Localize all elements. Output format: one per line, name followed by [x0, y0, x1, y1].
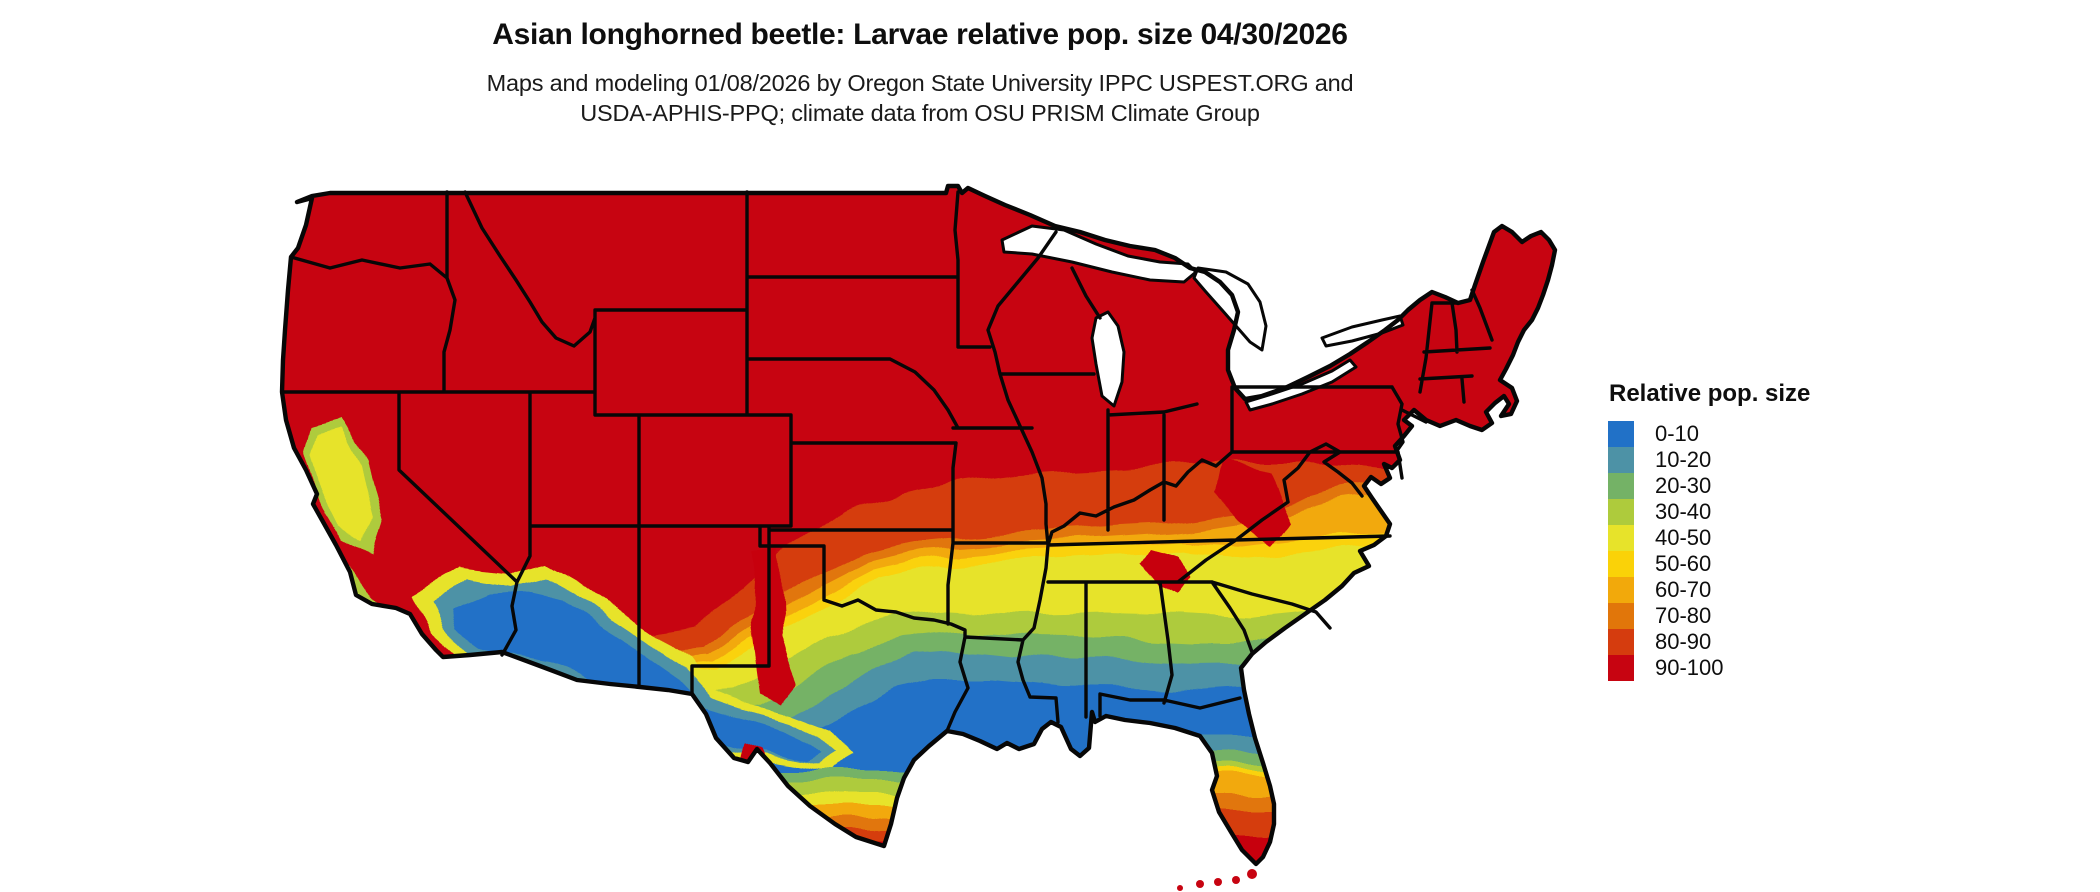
map-legend: Relative pop. size 0-10 10-20 20-30 30-4… [1608, 380, 1908, 681]
legend-item: 20-30 [1608, 473, 1908, 499]
legend-swatch-10-20 [1608, 447, 1634, 473]
map-south-texas-gradient [762, 772, 915, 860]
lake-huron [1192, 266, 1268, 352]
page-title: Asian longhorned beetle: Larvae relative… [492, 18, 1348, 51]
legend-swatch-90-100 [1608, 655, 1634, 681]
legend-item: 40-50 [1608, 525, 1908, 551]
legend-item: 50-60 [1608, 551, 1908, 577]
legend-item: 70-80 [1608, 603, 1908, 629]
legend-label: 50-60 [1655, 551, 1712, 576]
legend-item: 30-40 [1608, 499, 1908, 525]
legend-item: 60-70 [1608, 577, 1908, 603]
legend-item: 90-100 [1608, 655, 1908, 681]
map-channel-islands [368, 612, 404, 646]
legend-label: 30-40 [1655, 499, 1712, 524]
legend-label: 0-10 [1655, 421, 1700, 446]
lake-michigan [1090, 310, 1126, 408]
legend-label: 70-80 [1655, 603, 1712, 628]
map-red-spur-wv-va [1214, 462, 1290, 545]
map-florida-gradient [1188, 735, 1290, 864]
legend-label: 10-20 [1655, 447, 1712, 472]
state-borders [280, 190, 1494, 733]
legend-swatch-20-30 [1608, 473, 1634, 499]
map-florida-keys [1177, 869, 1257, 891]
map-red-spur-blue-ridge [1138, 548, 1192, 596]
map-ca-valley-yellow [312, 430, 375, 543]
legend-label: 60-70 [1655, 577, 1712, 602]
map-header: Asian longhorned beetle: Larvae relative… [0, 18, 1840, 128]
legend-title: Relative pop. size [1609, 380, 1811, 407]
legend-item: 10-20 [1608, 447, 1908, 473]
legend-swatch-50-60 [1608, 551, 1634, 577]
legend-swatch-80-90 [1608, 629, 1634, 655]
legend-label: 40-50 [1655, 525, 1712, 550]
legend-swatch-0-10 [1608, 421, 1634, 447]
legend-label: 20-30 [1655, 473, 1712, 498]
lake-ontario [1320, 314, 1405, 348]
subtitle-line-2: USDA-APHIS-PPQ; climate data from OSU PR… [580, 100, 1260, 126]
us-outline [279, 183, 1558, 867]
legend-label: 90-100 [1655, 655, 1724, 680]
legend-swatch-70-80 [1608, 603, 1634, 629]
map-red-tongue-high-plains [750, 548, 798, 702]
legend-swatch-30-40 [1608, 499, 1634, 525]
legend-item: 80-90 [1608, 629, 1908, 655]
subtitle-line-1: Maps and modeling 01/08/2026 by Oregon S… [486, 70, 1354, 96]
page-subtitle: Maps and modeling 01/08/2026 by Oregon S… [0, 68, 1840, 128]
legend-item: 0-10 [1608, 421, 1908, 447]
legend-swatch-40-50 [1608, 525, 1634, 551]
legend-item-list: 0-10 10-20 20-30 30-40 40-50 50-60 60-70… [1608, 421, 1908, 681]
legend-swatch-60-70 [1608, 577, 1634, 603]
legend-label: 80-90 [1655, 629, 1712, 654]
